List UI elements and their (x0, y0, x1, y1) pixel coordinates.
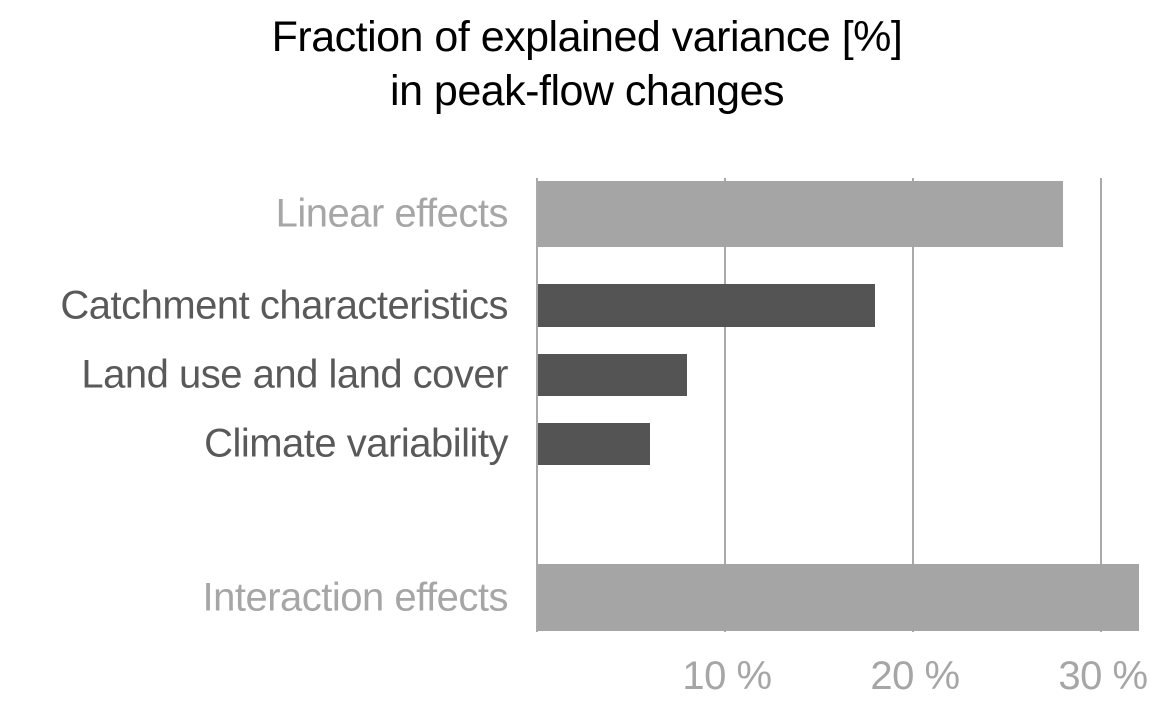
x-tick-label-10-pct: 10 % (682, 654, 772, 698)
chart-title-line2: in peak-flow changes (390, 67, 784, 115)
category-label-linear-effects: Linear effects (275, 191, 509, 236)
bar-land-use-and-land-cover (537, 354, 687, 396)
chart-title: Fraction of explained variance [%] in pe… (0, 10, 1174, 118)
gridline-10-pct (724, 178, 726, 632)
y-axis-line (536, 178, 538, 632)
chart-title-line1: Fraction of explained variance [%] (271, 13, 903, 61)
gridline-20-pct (912, 178, 914, 632)
bar-climate-variability (537, 423, 650, 465)
bar-linear-effects (537, 181, 1063, 247)
gridline-30-pct (1100, 178, 1102, 632)
category-label-catchment-characteristics: Catchment characteristics (60, 283, 508, 327)
category-label-land-use-and-land-cover: Land use and land cover (81, 352, 508, 397)
x-tick-label-30-pct: 30 % (1058, 654, 1148, 698)
category-label-interaction-effects: Interaction effects (202, 575, 509, 619)
x-tick-label-20-pct: 20 % (870, 654, 960, 698)
bar-catchment-characteristics (537, 284, 875, 327)
bar-interaction-effects (537, 564, 1139, 631)
category-label-climate-variability: Climate variability (204, 421, 508, 466)
